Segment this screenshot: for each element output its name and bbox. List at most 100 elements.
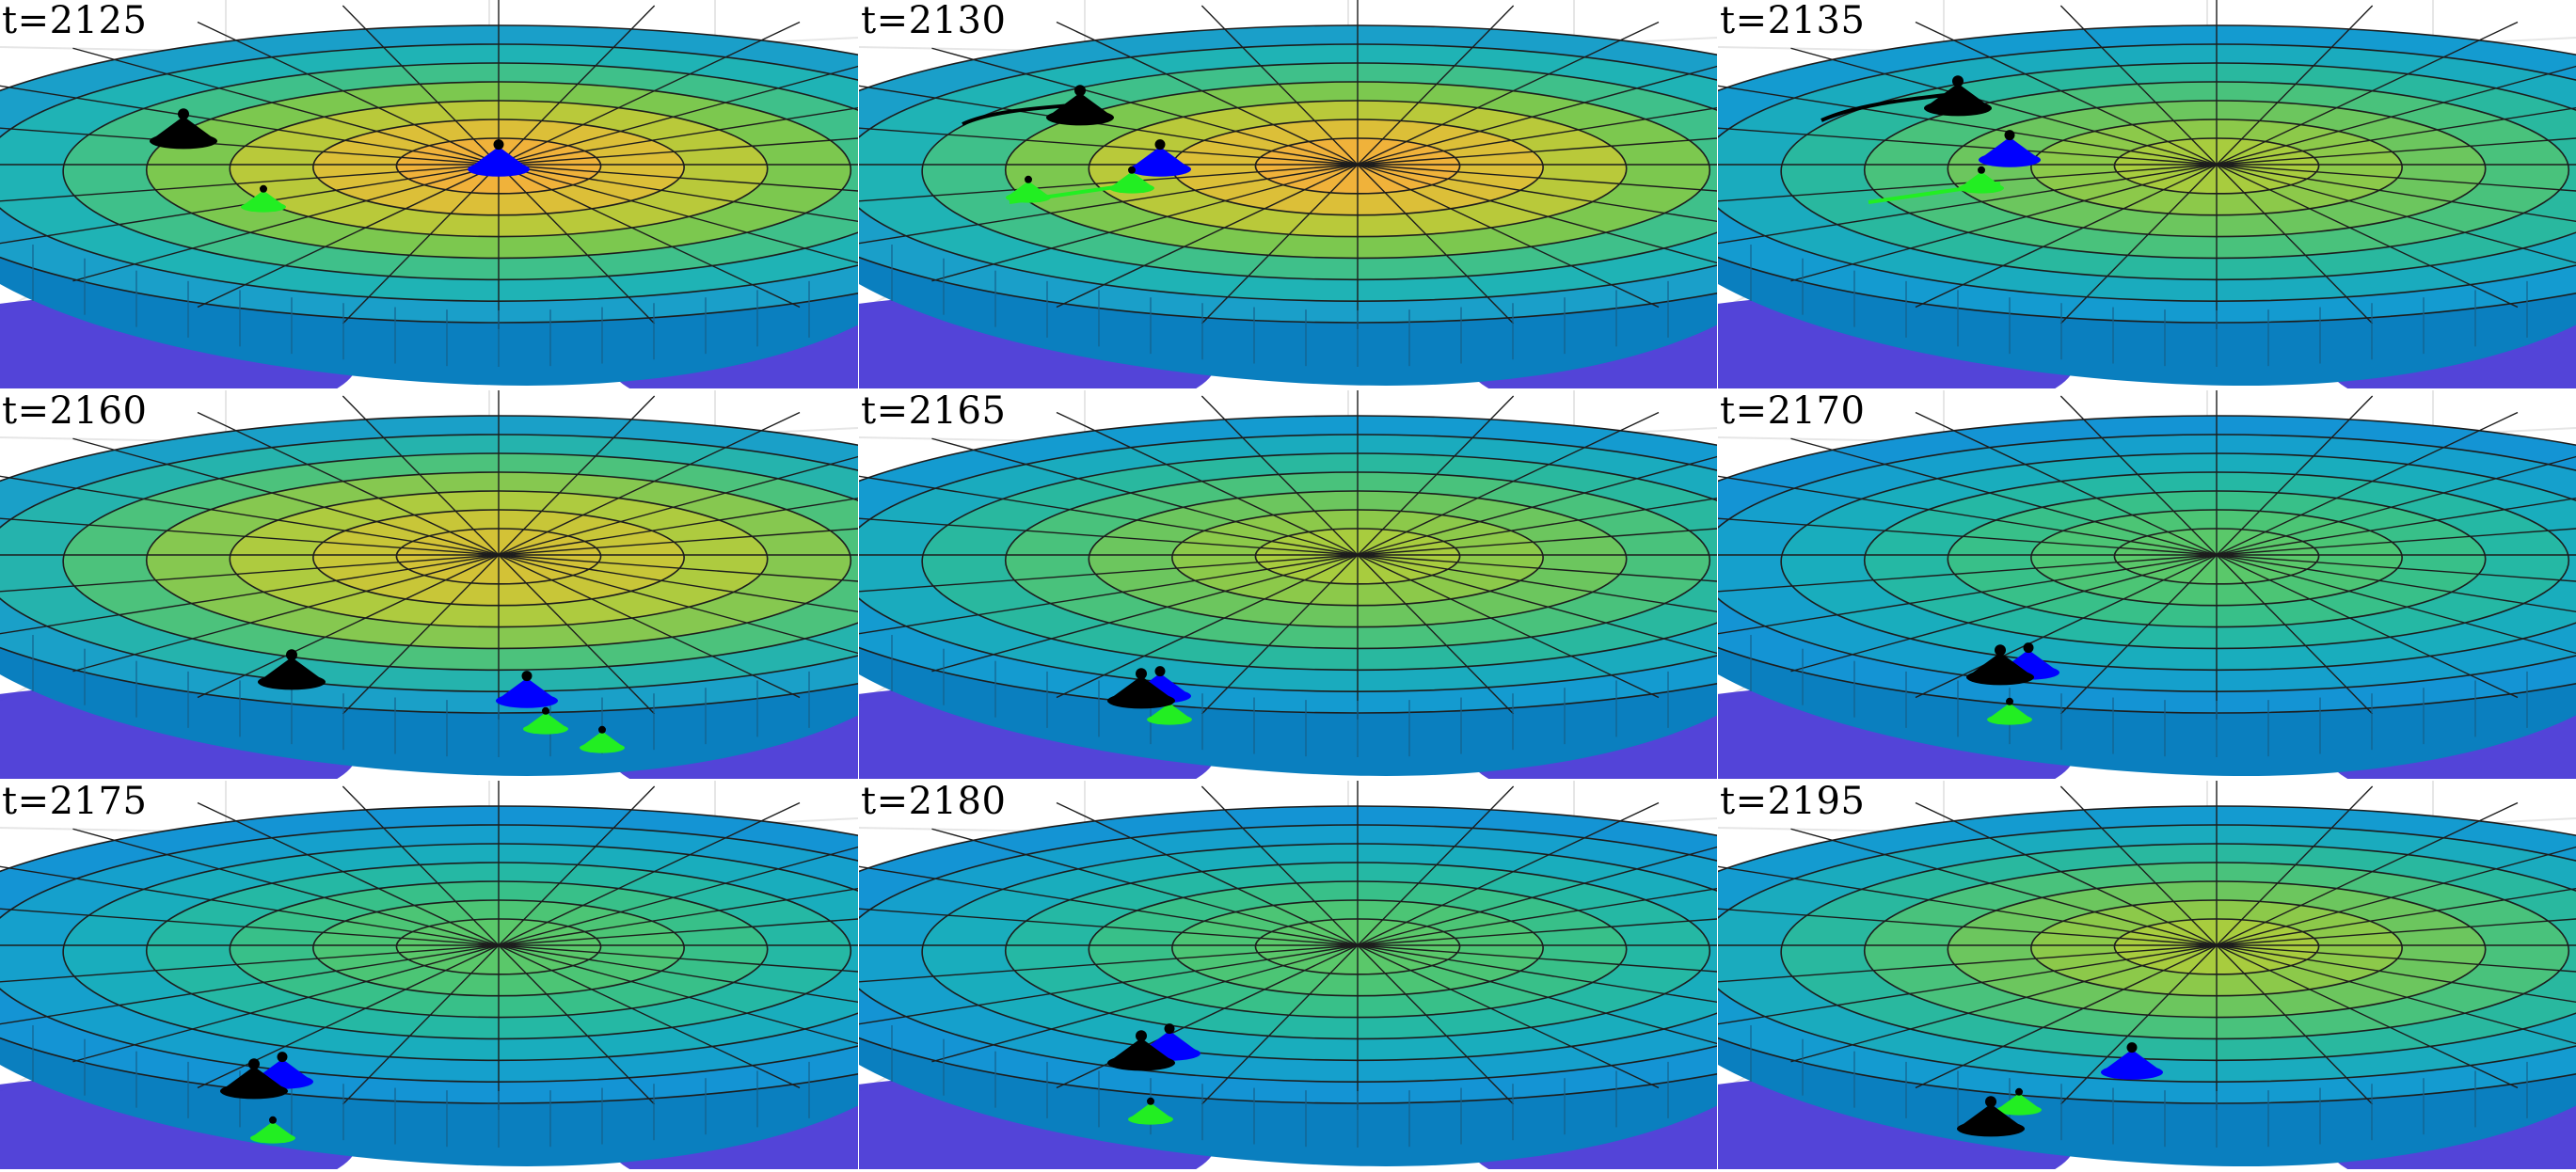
mesh-line: [859, 554, 1359, 593]
agent-blue: [468, 139, 530, 177]
mesh-line: [1915, 944, 2218, 1089]
cone-tip: [1154, 666, 1166, 677]
surface-plot: [0, 390, 858, 779]
mesh-line: [1357, 5, 1515, 166]
surface-plot: [859, 781, 1717, 1169]
mesh-line: [2216, 944, 2374, 1105]
mesh-line: [2216, 887, 2576, 946]
mesh-line: [197, 554, 500, 699]
mesh-line: [1718, 475, 2218, 556]
panel-t2125: t=2125: [0, 0, 858, 388]
mesh-line: [1718, 865, 2218, 946]
mesh-line: [1357, 554, 1717, 613]
dome-surface: [859, 390, 1717, 779]
mesh-line: [342, 5, 500, 166]
agent-black: [1046, 85, 1114, 126]
panel-label: t=2160: [2, 390, 148, 433]
dome-rim: [859, 204, 1717, 386]
surface-plot: [1718, 0, 2576, 388]
agent-green: [1128, 1097, 1173, 1125]
mesh-line: [498, 944, 858, 1045]
surface-plot: [0, 0, 858, 388]
mesh-line: [2216, 395, 2374, 556]
mesh-line: [2216, 5, 2374, 166]
surface-plot: [859, 390, 1717, 779]
mesh-line: [72, 944, 500, 1063]
dome-rim: [0, 594, 858, 776]
cone-tip: [2004, 130, 2015, 141]
mesh-line: [2216, 846, 2576, 946]
agent-green: [1996, 1087, 2042, 1116]
mesh-line: [859, 127, 1359, 166]
mesh-line: [931, 47, 1359, 166]
mesh-line: [1357, 801, 1660, 946]
cone-tip: [1952, 75, 1964, 87]
mesh-line: [197, 801, 500, 946]
mesh-line: [498, 455, 858, 556]
mesh-line: [1718, 944, 2218, 1025]
cone-base: [1957, 1120, 2025, 1137]
mesh-line: [2216, 411, 2519, 556]
cone-tip: [248, 1058, 260, 1070]
cone-tip: [1995, 644, 2006, 657]
mesh-line: [498, 918, 858, 946]
mesh-line: [498, 846, 858, 946]
mesh-line: [1357, 21, 1660, 166]
cone-base: [580, 742, 625, 753]
rim-segments: [1750, 634, 2528, 757]
mesh-line: [72, 47, 500, 166]
agent-black: [258, 649, 326, 690]
mesh-line: [1201, 785, 1359, 946]
cone-base: [1147, 714, 1192, 725]
mesh-line: [197, 411, 500, 556]
mesh-line: [0, 554, 500, 635]
mesh-line: [1056, 554, 1359, 699]
mesh-line: [859, 475, 1359, 556]
mesh-line: [1718, 517, 2218, 556]
cone-tip: [277, 1052, 288, 1063]
mesh-line: [498, 554, 858, 655]
dome-rim: [1718, 985, 2576, 1166]
mesh-line: [859, 865, 1359, 946]
agent-black: [1107, 1030, 1175, 1071]
mesh-line: [0, 944, 500, 1025]
mesh-line: [72, 437, 500, 556]
mesh-line: [498, 164, 656, 325]
mesh-line: [1201, 164, 1359, 325]
dome-surface: [859, 781, 1717, 1169]
agent-green: [241, 184, 286, 213]
mesh-line: [498, 554, 801, 699]
mesh-line: [1056, 944, 1359, 1089]
mesh-line: [2216, 528, 2576, 556]
cone-base: [150, 133, 217, 150]
rim-segments: [32, 1024, 810, 1148]
cone-tip: [2006, 697, 2013, 705]
cone-base: [258, 673, 326, 690]
radial-mesh: [0, 390, 858, 720]
cone-tip: [178, 108, 189, 120]
radial-mesh: [1718, 390, 2576, 720]
mesh-line: [0, 554, 500, 593]
mesh-line: [1790, 164, 2218, 282]
mesh-line: [2216, 944, 2576, 973]
rim-segments: [32, 244, 810, 367]
cone-tip: [286, 649, 297, 661]
radial-mesh: [1718, 0, 2576, 329]
mesh-line: [498, 164, 858, 223]
dome-surface: [0, 781, 858, 1169]
surface-plot: [0, 781, 858, 1169]
mesh-line: [2216, 918, 2576, 946]
dome-surface: [0, 390, 858, 779]
cone-tip: [2023, 642, 2034, 654]
mesh-line: [1201, 944, 1359, 1105]
mesh-line: [498, 554, 858, 613]
surface-plot: [1718, 390, 2576, 779]
mesh-line: [1357, 554, 1717, 655]
mesh-line: [1357, 944, 1515, 1105]
dome-surface: [0, 0, 858, 388]
agent-blue: [1129, 139, 1191, 177]
agent-black: [1924, 75, 1992, 117]
panel-label: t=2180: [861, 781, 1007, 823]
mesh-line: [342, 554, 500, 715]
